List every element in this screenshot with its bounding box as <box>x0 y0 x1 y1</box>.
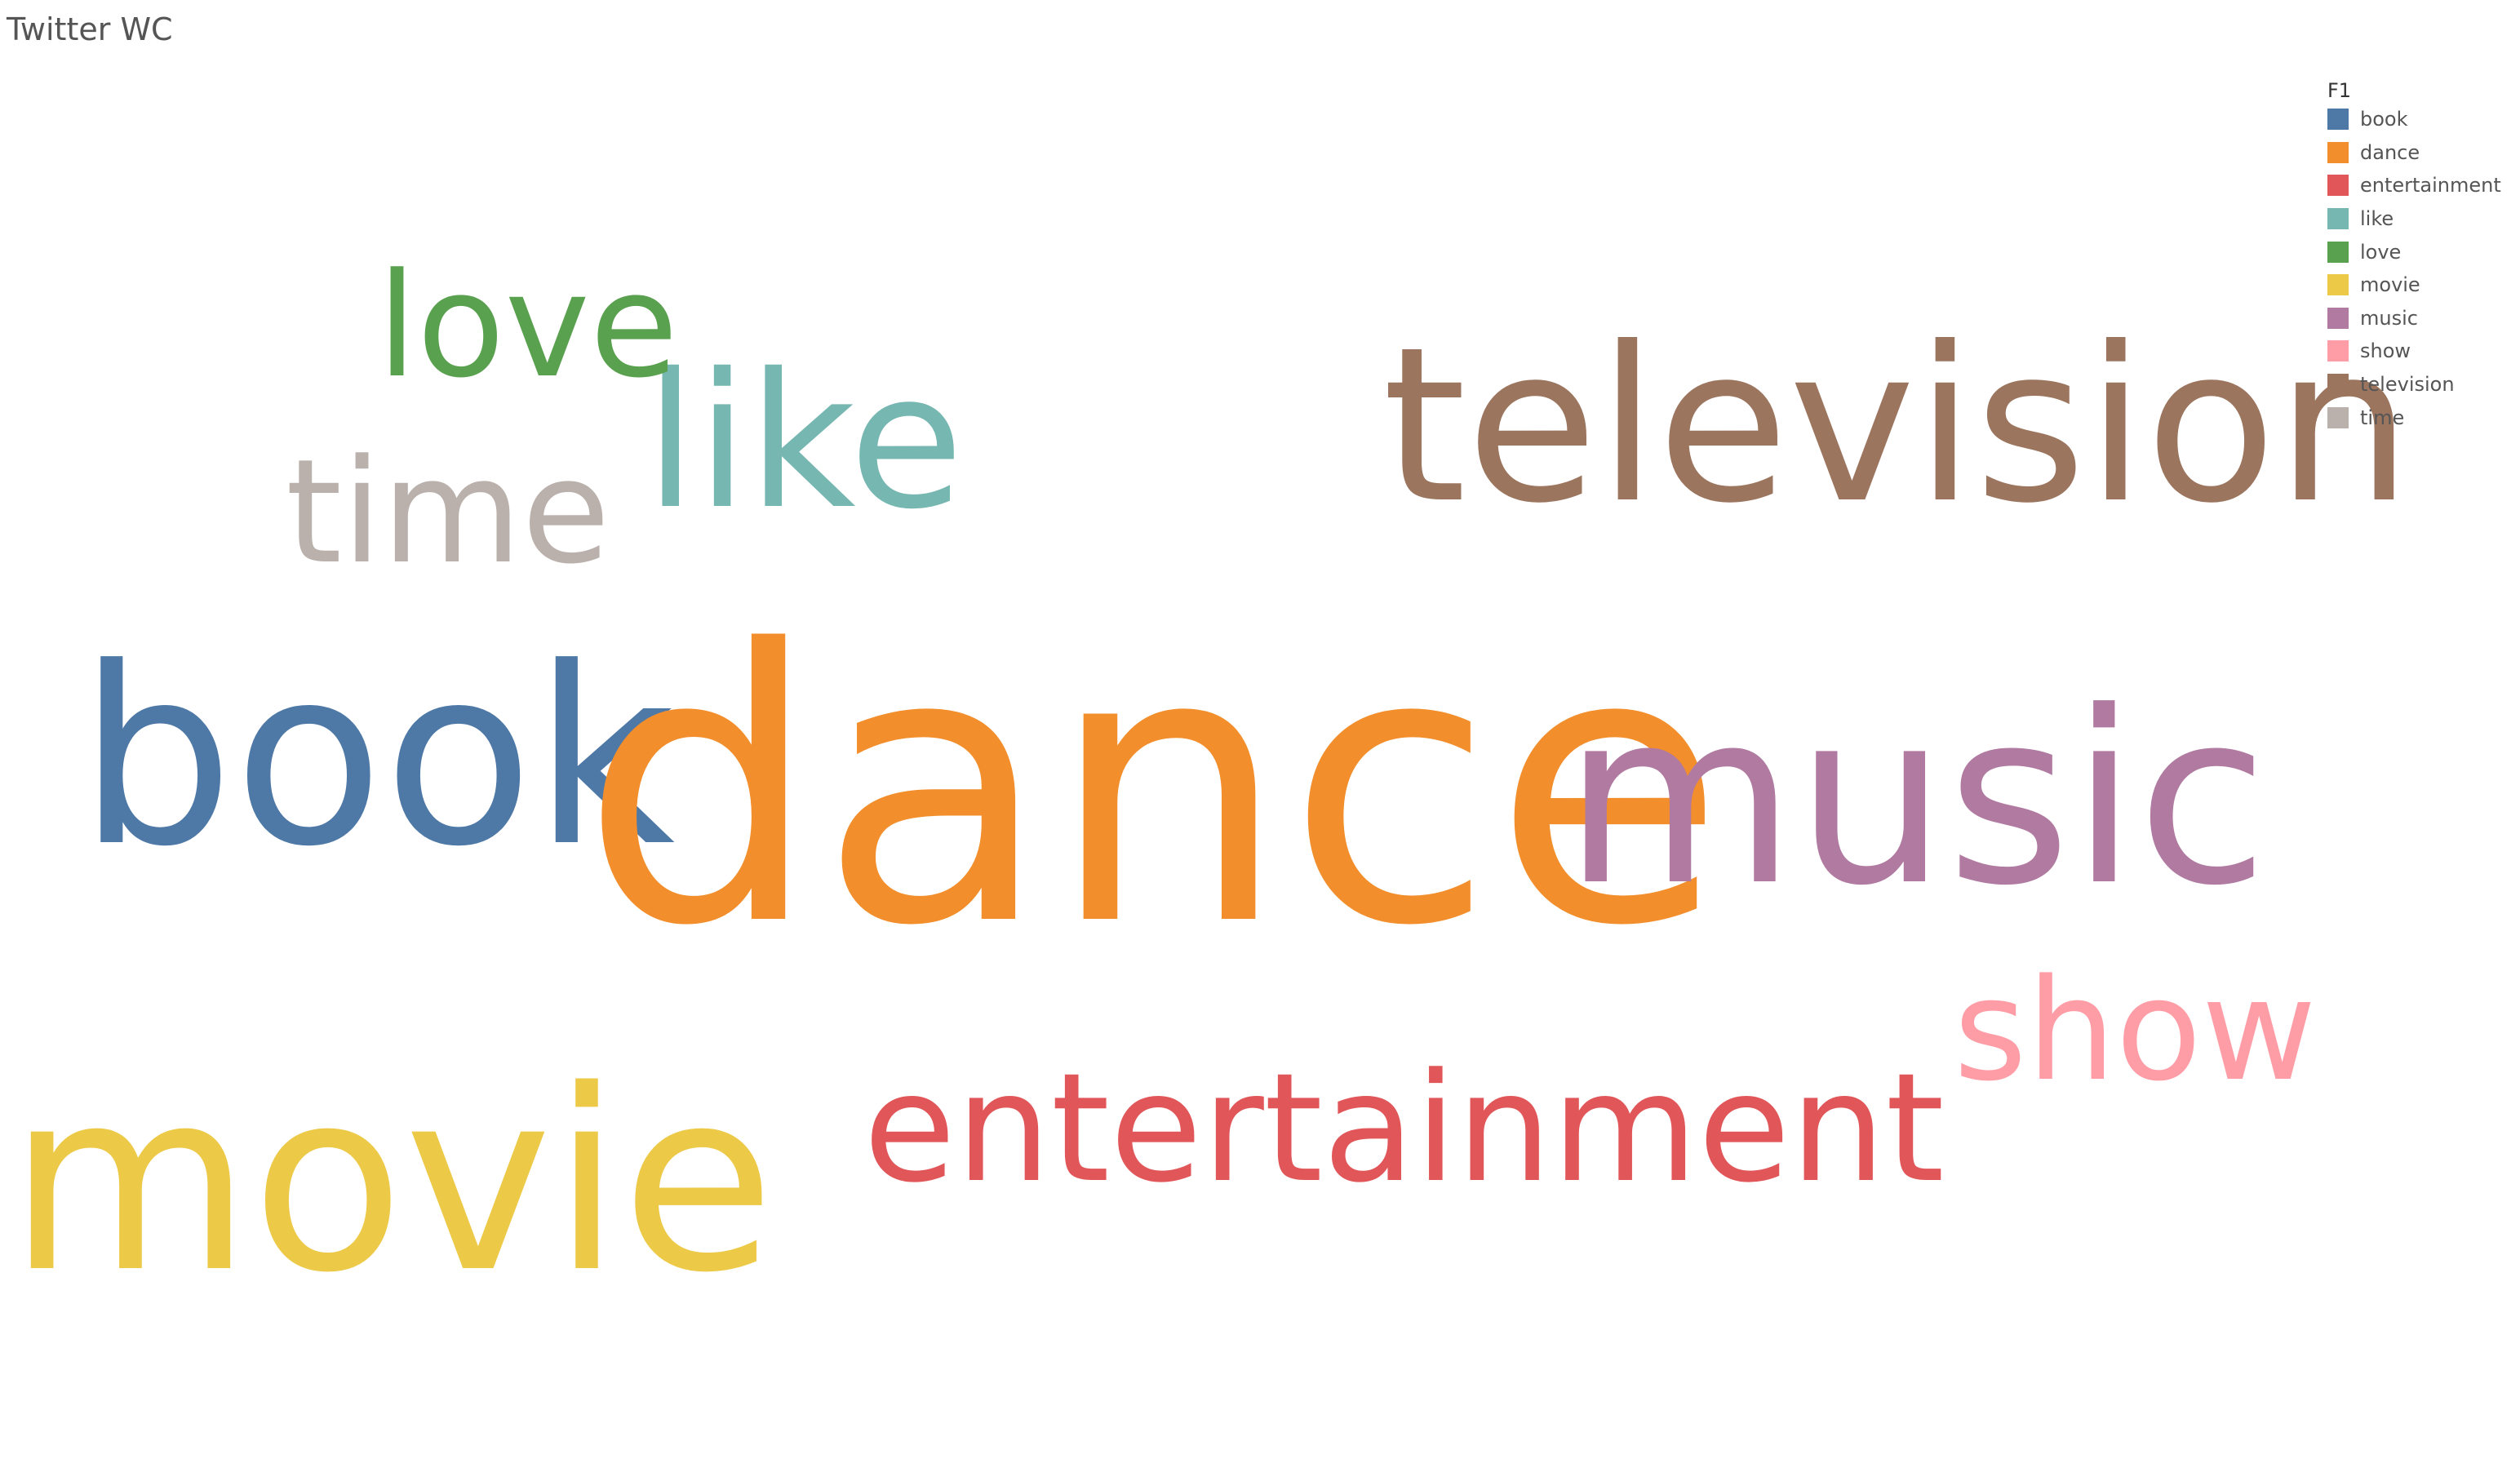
legend-label: music <box>2360 306 2418 330</box>
word-show: show <box>1954 948 2317 1112</box>
legend-swatch <box>2327 406 2349 428</box>
legend-item-show[interactable]: show <box>2327 335 2507 368</box>
legend-title: F1 <box>2327 79 2352 102</box>
legend-item-television[interactable]: television <box>2327 368 2507 401</box>
word-music: music <box>1564 660 2268 938</box>
legend-item-love[interactable]: love <box>2327 235 2507 268</box>
legend-swatch <box>2327 175 2349 197</box>
legend-swatch <box>2327 241 2349 263</box>
legend-label: love <box>2360 240 2402 264</box>
word-book: book <box>78 615 675 900</box>
legend-items: book dance entertainment like love movie music… <box>2327 103 2507 434</box>
legend-item-music[interactable]: music <box>2327 302 2507 335</box>
legend-swatch <box>2327 374 2349 396</box>
legend-swatch <box>2327 141 2349 163</box>
chart-title: Twitter WC <box>7 11 173 47</box>
word-love: love <box>377 242 678 410</box>
legend-label: show <box>2360 339 2411 363</box>
legend-swatch <box>2327 274 2349 296</box>
legend-label: movie <box>2360 273 2420 297</box>
legend-label: entertainment <box>2360 174 2501 197</box>
legend-item-book[interactable]: book <box>2327 103 2507 136</box>
legend-swatch <box>2327 109 2349 131</box>
legend-label: like <box>2360 207 2394 231</box>
word-entertainment: entertainment <box>863 1041 1945 1216</box>
legend: F1 book dance entertainment like love movie mu… <box>2327 78 2507 434</box>
legend-item-like[interactable]: like <box>2327 202 2507 236</box>
legend-label: time <box>2360 406 2405 429</box>
legend-item-entertainment[interactable]: entertainment <box>2327 169 2507 202</box>
legend-item-time[interactable]: time <box>2327 401 2507 434</box>
word-television: television <box>1382 301 2411 550</box>
legend-swatch <box>2327 208 2349 230</box>
legend-label: book <box>2360 108 2408 131</box>
legend-label: dance <box>2360 140 2420 164</box>
word-movie: movie <box>8 1037 775 1328</box>
word-dance: dance <box>581 571 1724 1008</box>
legend-label: television <box>2360 373 2455 397</box>
legend-swatch <box>2327 340 2349 362</box>
word-like: like <box>645 333 964 550</box>
word-time: time <box>286 428 610 596</box>
legend-item-dance[interactable]: dance <box>2327 136 2507 170</box>
legend-item-movie[interactable]: movie <box>2327 268 2507 302</box>
legend-swatch <box>2327 307 2349 329</box>
